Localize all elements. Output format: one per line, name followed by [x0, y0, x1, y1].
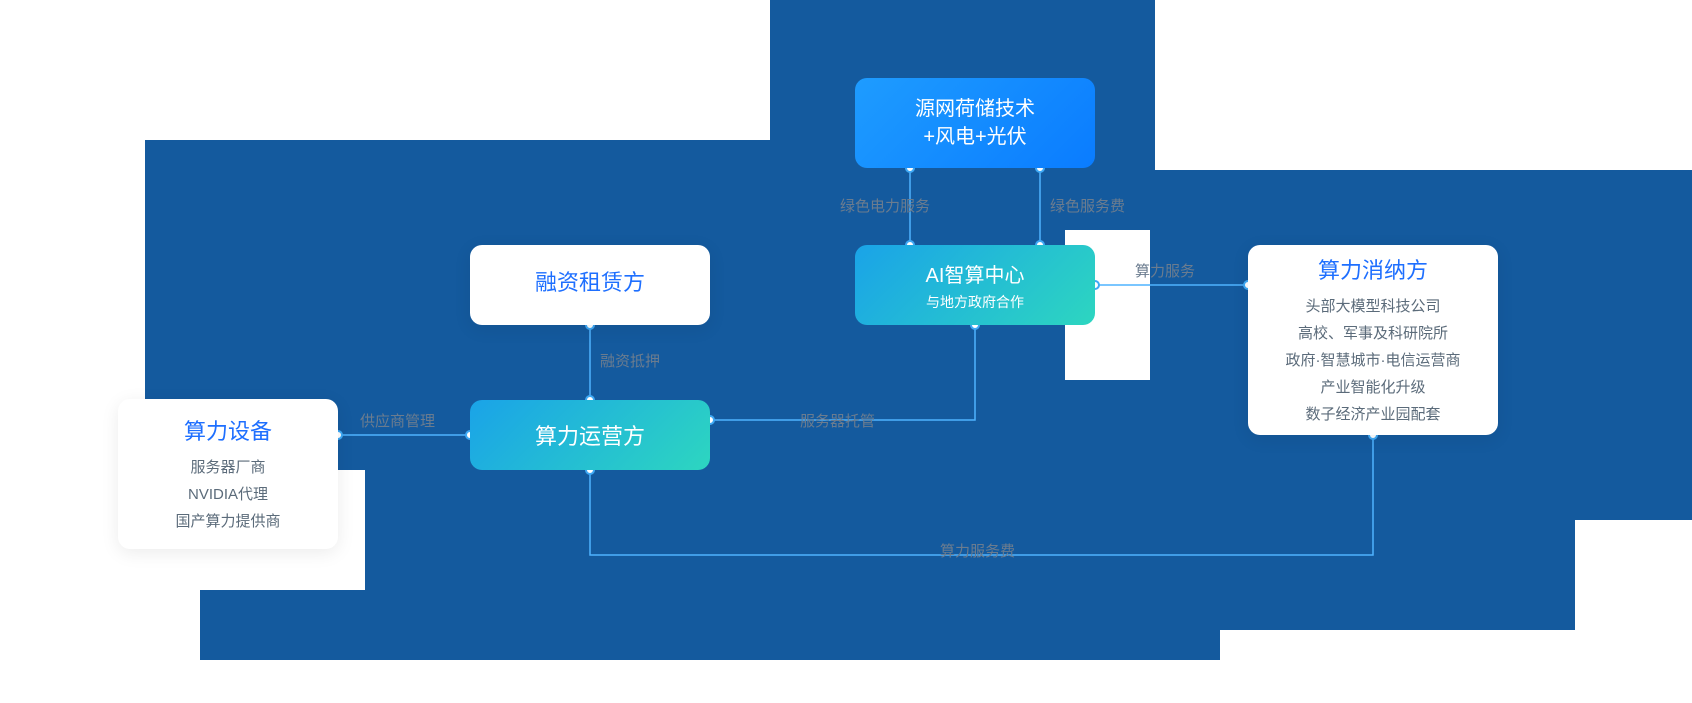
- node-energy-line1: 源网荷储技术: [915, 95, 1035, 123]
- list-item: 国产算力提供商: [175, 508, 280, 535]
- node-equipment: 算力设备 服务器厂商 NVIDIA代理 国产算力提供商: [118, 399, 338, 549]
- node-financing: 融资租赁方: [470, 245, 710, 325]
- node-energy-line2: +风电+光伏: [923, 123, 1026, 151]
- list-item: 产业智能化升级: [1320, 374, 1425, 401]
- node-ai-subtitle: 与地方政府合作: [926, 292, 1024, 312]
- node-operator: 算力运营方: [470, 400, 710, 470]
- edge-label-energy_to_ai_left: 绿色电力服务: [840, 195, 930, 216]
- list-item: 政府·智慧城市·电信运营商: [1286, 347, 1461, 374]
- edge-label-equip_to_operator: 供应商管理: [360, 410, 435, 431]
- list-item: 服务器厂商: [190, 454, 265, 481]
- edge-label-consumer_to_operator_fee: 算力服务费: [940, 540, 1015, 561]
- list-item: NVIDIA代理: [188, 481, 268, 508]
- edge-label-ai_to_consumer: 算力服务: [1135, 260, 1195, 281]
- node-equipment-title: 算力设备: [184, 414, 272, 446]
- node-consumer-title: 算力消纳方: [1318, 253, 1428, 285]
- node-ai-center: AI智算中心 与地方政府合作: [855, 245, 1095, 325]
- edge-label-financing_to_operator: 融资抵押: [600, 350, 660, 371]
- list-item: 头部大模型科技公司: [1305, 293, 1440, 320]
- bg-block: [200, 590, 1220, 660]
- node-energy: 源网荷储技术 +风电+光伏: [855, 78, 1095, 168]
- node-operator-title: 算力运营方: [535, 419, 645, 451]
- edge-label-energy_to_ai_right: 绿色服务费: [1050, 195, 1125, 216]
- diagram-canvas: 供应商管理 融资抵押 绿色电力服务 绿色服务费算力服务服务器托管算力服务费 算力设备 …: [0, 0, 1692, 703]
- node-financing-title: 融资租赁方: [535, 265, 645, 297]
- list-item: 高校、军事及科研院所: [1298, 320, 1448, 347]
- node-consumer: 算力消纳方 头部大模型科技公司 高校、军事及科研院所 政府·智慧城市·电信运营商…: [1248, 245, 1498, 435]
- node-ai-title: AI智算中心: [926, 259, 1025, 288]
- list-item: 数子经济产业园配套: [1305, 401, 1440, 428]
- edge-label-operator_to_ai_top: 服务器托管: [800, 410, 875, 431]
